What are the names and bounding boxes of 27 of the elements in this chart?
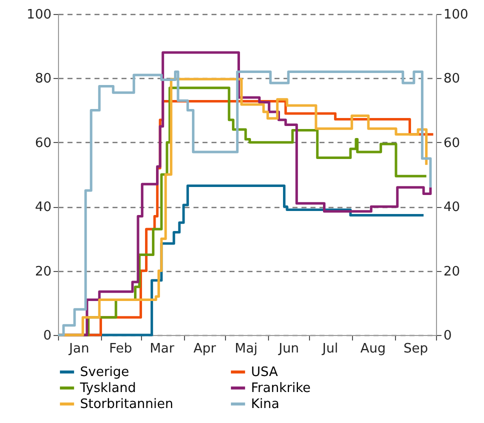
y-tick-label: 20 bbox=[34, 264, 52, 280]
y2-tick-label: 0 bbox=[444, 328, 452, 344]
legend-label: USA bbox=[251, 365, 278, 380]
y-tick-label: 0 bbox=[43, 328, 52, 344]
x-tick-label: Jan bbox=[68, 342, 90, 356]
legend-label: Kina bbox=[251, 397, 280, 412]
y2-tick-label: 40 bbox=[444, 200, 460, 216]
y-tick-label: 100 bbox=[26, 8, 52, 22]
x-tick-label: Mar bbox=[150, 342, 175, 356]
y2-tick-label: 20 bbox=[444, 264, 460, 280]
y2-tick-label: 60 bbox=[444, 136, 460, 151]
x-tick-label: Feb bbox=[109, 342, 132, 356]
legend-label: Frankrike bbox=[251, 381, 311, 396]
y-tick-label: 60 bbox=[34, 136, 52, 151]
legend-label: Tyskland bbox=[79, 381, 136, 396]
legend-label: Sverige bbox=[80, 365, 130, 380]
y2-tick-label: 80 bbox=[444, 72, 460, 87]
x-tick-label: Jul bbox=[321, 342, 338, 356]
y-tick-label: 40 bbox=[34, 200, 52, 216]
x-tick-label: Aug bbox=[360, 342, 386, 356]
legend-label: Storbritannien bbox=[80, 397, 174, 412]
y2-tick-label: 100 bbox=[444, 8, 468, 22]
y-tick-label: 80 bbox=[34, 72, 52, 87]
x-tick-label: Maj bbox=[234, 342, 258, 356]
x-tick-label: Jun bbox=[278, 342, 300, 356]
x-tick-label: Apr bbox=[193, 342, 217, 356]
x-tick-label: Sep bbox=[404, 342, 428, 356]
